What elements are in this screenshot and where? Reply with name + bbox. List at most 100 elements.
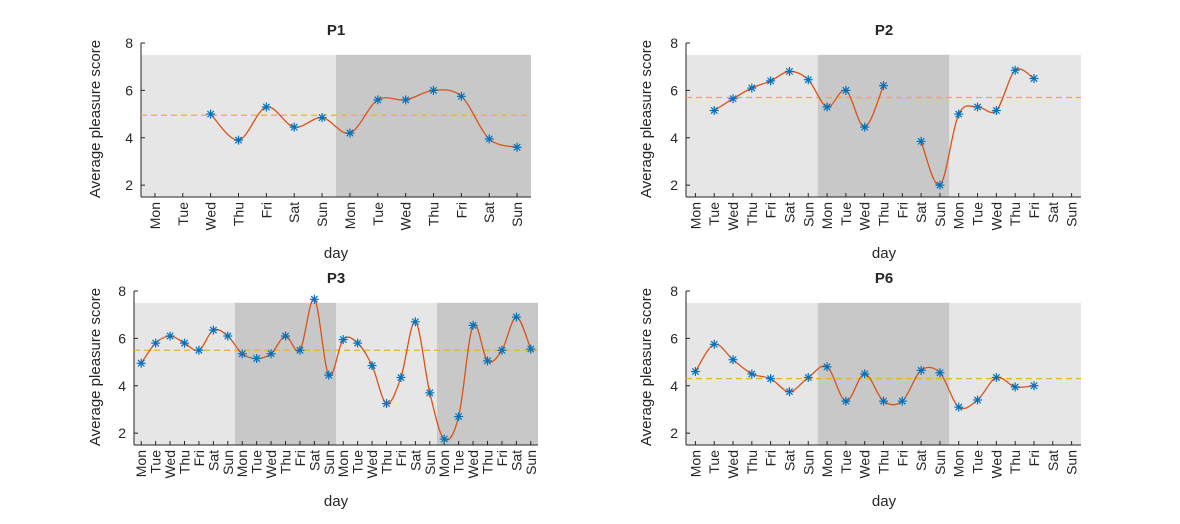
x-tick-label: Thu xyxy=(278,450,294,474)
data-point xyxy=(991,106,1001,116)
y-tick-label: 6 xyxy=(670,330,678,346)
marker-stroke xyxy=(804,373,812,382)
data-point xyxy=(784,387,794,397)
chart-title: P6 xyxy=(875,270,893,287)
x-tick-label: Wed xyxy=(162,450,178,479)
marker-stroke xyxy=(281,332,290,340)
data-point xyxy=(1029,381,1039,391)
x-tick-label: Wed xyxy=(465,450,481,479)
chart-title: P1 xyxy=(327,22,345,39)
data-point xyxy=(295,345,305,355)
x-tick-label: Mon xyxy=(335,450,351,477)
y-tick-label: 6 xyxy=(125,82,133,98)
marker-stroke xyxy=(917,137,925,145)
data-point xyxy=(747,83,757,93)
x-tick-label: Tue xyxy=(249,450,265,474)
data-point xyxy=(429,85,438,95)
marker-stroke xyxy=(402,96,410,104)
data-point xyxy=(766,374,776,384)
marker-stroke xyxy=(498,346,506,354)
x-tick-label: Mon xyxy=(687,202,703,229)
x-tick-label: Sun xyxy=(523,450,539,475)
y-axis-label: Average pleasure score xyxy=(87,288,104,446)
marker-stroke xyxy=(455,412,463,421)
x-tick-label: Sat xyxy=(913,450,929,471)
x-tick-label: Sat xyxy=(205,450,221,471)
marker-stroke xyxy=(527,345,535,353)
y-axis-label: Average pleasure score xyxy=(638,288,655,446)
marker-stroke xyxy=(861,370,869,378)
x-tick-label: Fri xyxy=(258,202,274,218)
y-tick-label: 8 xyxy=(125,35,133,51)
data-point xyxy=(237,349,247,359)
x-axis-label: day xyxy=(872,493,897,510)
x-tick-label: Thu xyxy=(1007,202,1023,226)
x-tick-label: Sun xyxy=(321,450,337,475)
y-tick-label: 4 xyxy=(125,130,133,146)
x-tick-label: Tue xyxy=(148,450,164,474)
marker-stroke xyxy=(1011,383,1019,391)
data-point xyxy=(954,109,964,119)
x-tick-label: Thu xyxy=(744,202,760,226)
x-tick-label: Wed xyxy=(725,450,741,479)
y-tick-label: 2 xyxy=(670,177,678,193)
x-tick-label: Thu xyxy=(177,450,193,474)
data-point xyxy=(935,180,945,190)
marker-stroke xyxy=(748,370,756,378)
data-point xyxy=(497,345,507,355)
x-axis-label: day xyxy=(324,493,349,510)
y-tick-label: 4 xyxy=(118,378,126,394)
data-point xyxy=(309,294,319,304)
marker-stroke xyxy=(767,375,775,383)
data-point xyxy=(151,338,161,348)
data-point xyxy=(223,331,233,341)
y-tick-label: 2 xyxy=(118,425,126,441)
data-point xyxy=(484,134,494,144)
data-point xyxy=(1029,74,1039,84)
week-band-dark xyxy=(437,302,538,445)
x-tick-label: Tue xyxy=(838,450,854,474)
marker-stroke xyxy=(207,110,215,118)
data-point xyxy=(194,345,204,355)
data-point xyxy=(822,362,832,372)
subplot-p3: P3 day Average pleasure score 2468MonTue… xyxy=(87,270,539,510)
x-tick-label: Fri xyxy=(292,450,308,466)
x-axis-label: day xyxy=(324,245,349,262)
data-point xyxy=(879,81,888,91)
data-point xyxy=(822,102,832,112)
data-point xyxy=(382,399,391,409)
marker-stroke xyxy=(180,339,189,347)
marker-stroke xyxy=(310,295,318,303)
data-point xyxy=(991,372,1001,382)
x-tick-label: Tue xyxy=(970,450,986,474)
data-point xyxy=(973,102,983,112)
x-tick-label: Wed xyxy=(725,202,741,231)
x-tick-label: Thu xyxy=(231,202,247,226)
x-tick-label: Sat xyxy=(407,450,423,471)
x-tick-label: Tue xyxy=(706,202,722,226)
x-tick-label: Sun xyxy=(932,450,948,475)
x-tick-label: Thu xyxy=(876,450,892,474)
marker-stroke xyxy=(955,403,963,411)
x-tick-label: Sun xyxy=(800,202,816,227)
data-point xyxy=(747,369,757,379)
x-tick-label: Thu xyxy=(480,450,496,474)
data-point xyxy=(208,325,218,335)
x-tick-label: Wed xyxy=(263,450,279,479)
data-point xyxy=(468,320,478,330)
x-tick-label: Thu xyxy=(744,450,760,474)
x-tick-label: Wed xyxy=(857,202,873,231)
x-tick-label: Sat xyxy=(781,202,797,223)
week-band-dark xyxy=(336,54,531,197)
data-point xyxy=(206,109,216,119)
data-point xyxy=(766,76,776,86)
x-axis-label: day xyxy=(872,245,897,262)
marker-stroke xyxy=(429,86,438,94)
marker-stroke xyxy=(290,123,298,131)
data-point xyxy=(935,368,945,378)
data-point xyxy=(897,396,907,406)
data-point xyxy=(526,344,536,354)
marker-stroke xyxy=(729,95,737,103)
x-tick-label: Fri xyxy=(393,450,409,466)
week-band-light xyxy=(134,302,235,445)
